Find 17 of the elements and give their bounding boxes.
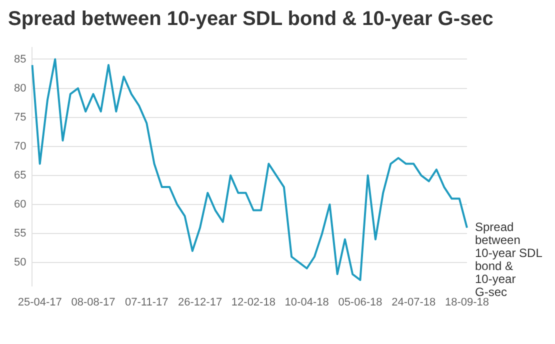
y-tick-label: 85 [14, 53, 26, 66]
y-tick-label: 60 [14, 198, 26, 210]
x-tick-label: 12-02-18 [231, 296, 276, 308]
x-tick-label: 07-11-17 [125, 296, 168, 308]
x-tick-label: 25-04-17 [18, 296, 62, 308]
x-tick-label: 05-06-18 [338, 296, 382, 308]
chart-title: Spread between 10-year SDL bond & 10-year G-sec [8, 8, 494, 31]
y-tick-label: 50 [14, 256, 26, 269]
y-tick-label: 55 [14, 228, 26, 240]
y-tick-label: 80 [14, 82, 26, 94]
x-tick-label: 08-08-17 [71, 296, 116, 308]
x-tick-label: 10-04-18 [284, 296, 329, 308]
x-tick-label: 26-12-17 [178, 296, 222, 308]
y-tick-label: 70 [14, 140, 26, 152]
x-tick-label: 24-07-18 [392, 296, 436, 308]
y-tick-label: 75 [14, 111, 26, 124]
y-tick-label: 65 [14, 169, 26, 182]
